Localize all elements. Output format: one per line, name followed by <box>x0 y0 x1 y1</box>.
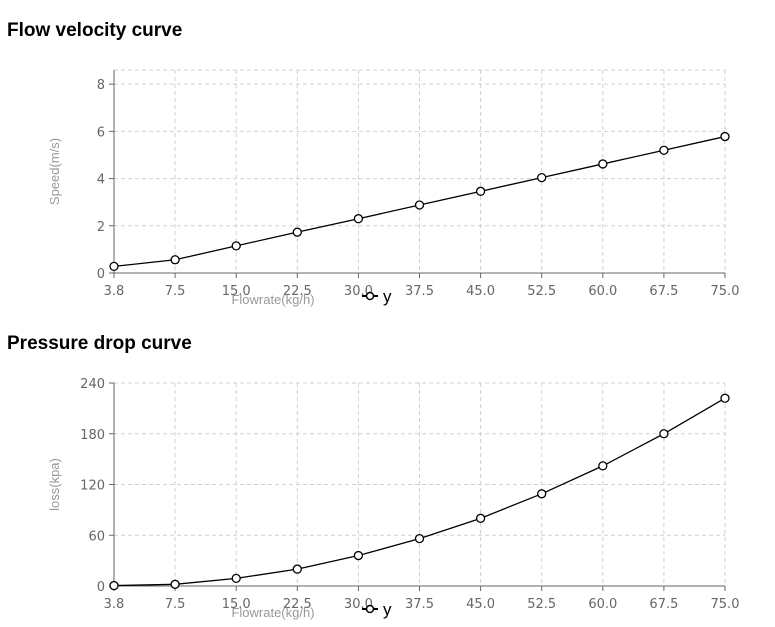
x-tick-label: 45.0 <box>466 597 495 612</box>
data-point <box>231 241 241 251</box>
data-point <box>537 172 547 183</box>
x-tick-label: 67.5 <box>649 284 678 299</box>
data-point <box>353 214 364 224</box>
y-tick-label: 0 <box>97 580 105 595</box>
legend-swatch-marker <box>365 291 375 301</box>
x-tick-label: 45.0 <box>466 284 495 299</box>
data-point <box>109 580 119 591</box>
data-point <box>414 200 425 210</box>
x-tick-label: 3.8 <box>104 597 125 612</box>
data-point <box>720 393 730 403</box>
data-point <box>292 564 302 574</box>
legend[interactable]: y <box>362 600 392 619</box>
data-point <box>475 513 486 523</box>
x-tick-label: 22.5 <box>283 284 312 299</box>
data-point <box>659 145 669 155</box>
data-point <box>109 261 119 272</box>
chart-title-velocity: Flow velocity curve <box>7 20 183 41</box>
x-axis-title: Flowrate(kg/h) <box>231 605 314 620</box>
data-point <box>292 227 302 237</box>
data-point <box>598 461 608 471</box>
data-point <box>231 573 241 584</box>
data-point <box>414 533 425 544</box>
data-point <box>475 186 486 196</box>
x-tick-label: 37.5 <box>405 284 434 299</box>
data-point <box>170 579 180 589</box>
y-tick-label: 4 <box>97 173 105 188</box>
data-point <box>659 429 669 439</box>
y-tick-label: 120 <box>80 479 105 494</box>
x-tick-label: 7.5 <box>165 284 186 299</box>
data-point <box>353 550 364 561</box>
legend-swatch-marker <box>365 604 375 614</box>
y-axis-title: loss(kpa) <box>47 458 62 511</box>
x-tick-label: 52.5 <box>527 284 556 299</box>
y-tick-label: 2 <box>97 220 105 235</box>
x-axis-title: Flowrate(kg/h) <box>231 292 314 307</box>
x-tick-label: 15.0 <box>222 597 251 612</box>
legend-label: y <box>383 600 392 619</box>
legend-label: y <box>383 287 392 306</box>
y-axis-title: Speed(m/s) <box>47 138 62 205</box>
x-tick-label: 60.0 <box>588 284 617 299</box>
data-point <box>170 255 180 265</box>
x-tick-label: 75.0 <box>711 597 740 612</box>
y-tick-label: 60 <box>88 529 105 544</box>
x-tick-label: 7.5 <box>165 597 186 612</box>
data-point <box>537 489 547 499</box>
x-tick-label: 67.5 <box>649 597 678 612</box>
y-tick-label: 240 <box>80 377 105 392</box>
data-point <box>598 159 608 169</box>
y-tick-label: 8 <box>97 78 105 93</box>
chart-title-pressure: Pressure drop curve <box>7 333 192 354</box>
x-tick-label: 3.8 <box>104 284 125 299</box>
x-tick-label: 52.5 <box>527 597 556 612</box>
x-tick-label: 60.0 <box>588 597 617 612</box>
y-tick-label: 180 <box>80 428 105 443</box>
legend[interactable]: y <box>362 287 392 306</box>
x-tick-label: 15.0 <box>222 284 251 299</box>
x-tick-label: 22.5 <box>283 597 312 612</box>
data-point <box>720 131 730 142</box>
x-tick-label: 37.5 <box>405 597 434 612</box>
y-tick-label: 0 <box>97 267 105 282</box>
y-tick-label: 6 <box>97 125 105 140</box>
x-tick-label: 75.0 <box>711 284 740 299</box>
